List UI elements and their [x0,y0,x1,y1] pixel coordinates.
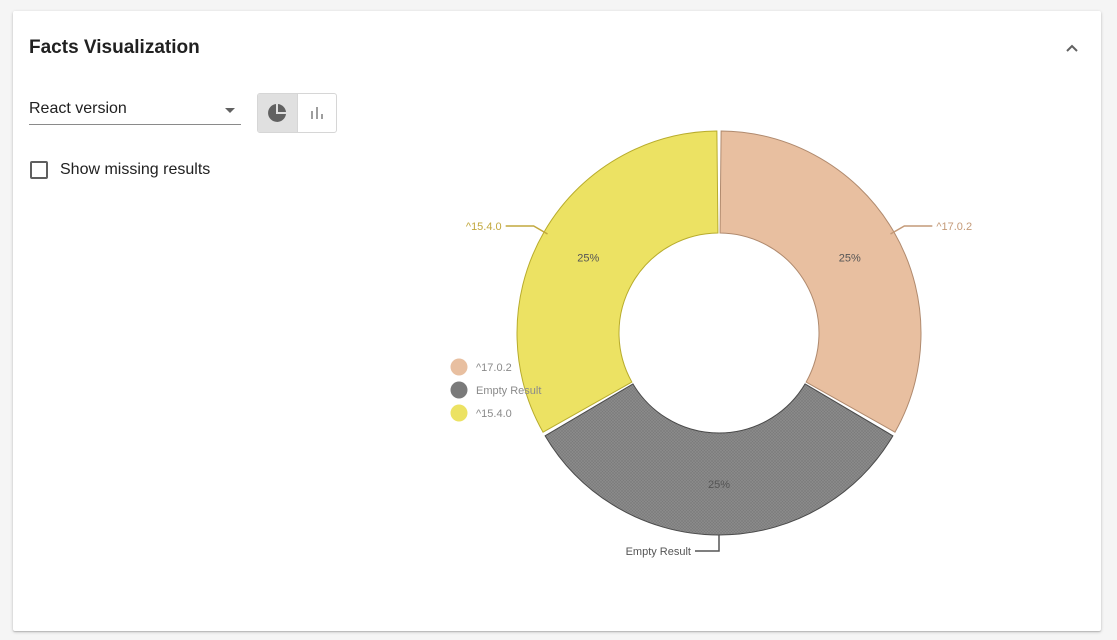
pie-slice-0[interactable] [719,130,922,433]
slice-percent-label: 25% [577,253,599,265]
pie-slice-1[interactable] [544,383,894,536]
slice-category-label: ^17.0.2 [936,221,972,233]
bar-chart-icon [310,107,323,119]
facts-visualization-card: Facts Visualization React version S [13,11,1101,631]
panel-title: Facts Visualization [29,37,200,58]
slice-leader-line [695,535,720,552]
slice-category-label: ^15.4.0 [466,221,502,233]
chevron-up-icon [1066,44,1078,52]
legend-label[interactable]: ^15.4.0 [476,408,512,420]
donut-chart: 25% ^17.0.2 25% Empty Result 25% ^15.4.0 ^17.0… [450,130,972,558]
fact-select-value: React version [29,100,127,117]
fact-select[interactable]: React version [29,97,241,125]
slice-percent-label: 25% [839,253,861,265]
pie-chart-icon [268,104,287,122]
legend-label[interactable]: Empty Result [476,385,541,397]
show-missing-results-label: Show missing results [60,161,211,178]
pie-slice-2[interactable] [516,130,719,433]
slice-leader-line [890,225,933,235]
slice-category-label: Empty Result [626,546,691,558]
legend-swatch[interactable] [450,404,468,422]
slice-leader-line [505,225,548,235]
legend-label[interactable]: ^17.0.2 [476,362,512,374]
collapse-button[interactable] [1061,37,1083,59]
view-toggle-group [257,93,337,133]
legend-swatch[interactable] [450,381,468,399]
pie-view-button[interactable] [258,94,298,132]
bar-view-button[interactable] [298,94,337,132]
slice-percent-label: 25% [708,479,730,491]
legend-swatch[interactable] [450,358,468,376]
show-missing-results-row[interactable]: Show missing results [30,161,210,179]
show-missing-results-checkbox[interactable] [30,161,48,179]
dropdown-arrow-icon [225,108,235,113]
